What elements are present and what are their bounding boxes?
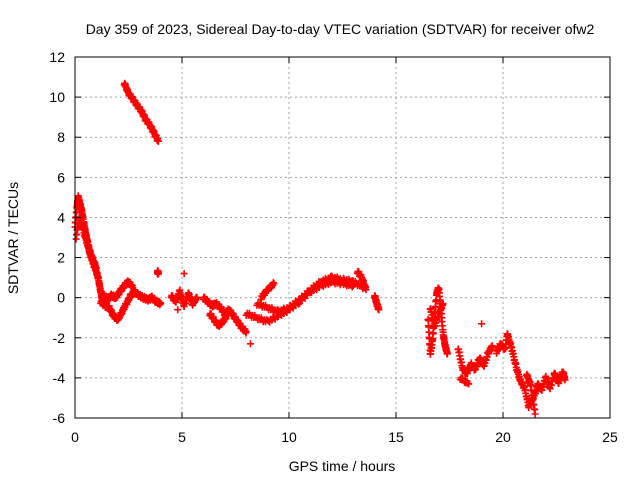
y-tick-label: -6: [53, 410, 66, 426]
y-tick-label: 4: [57, 209, 65, 225]
plot-frame: [74, 56, 611, 419]
x-tick-label: 10: [281, 429, 297, 445]
grid-lines: [75, 57, 610, 418]
y-tick-label: 2: [57, 250, 65, 266]
data-point: [443, 350, 451, 358]
x-tick-label: 0: [71, 429, 79, 445]
y-tick-label: 10: [49, 89, 65, 105]
data-point: [223, 312, 231, 320]
data-point: [488, 342, 496, 350]
data-point: [478, 320, 486, 328]
y-tick-label: -4: [53, 370, 66, 386]
data-point: [348, 283, 356, 291]
data-point: [465, 380, 473, 388]
y-tick-label: -2: [53, 330, 66, 346]
y-tick-label: 6: [57, 169, 65, 185]
data-point: [92, 264, 100, 272]
y-tick-label: 8: [57, 129, 65, 145]
axis-ticks: 0 5 10 15 20 25 -6 -4 -2 0 2 4 6 8 10 12: [49, 49, 618, 445]
data-point: [157, 300, 165, 308]
data-point: [375, 306, 383, 314]
data-point: [246, 340, 254, 348]
x-tick-label: 15: [388, 429, 404, 445]
data-point: [174, 306, 182, 314]
y-tick-label: 0: [57, 290, 65, 306]
data-point: [242, 328, 250, 336]
y-axis-label: SDTVAR / TECUs: [5, 182, 21, 294]
data-point: [531, 410, 539, 418]
data-point: [154, 137, 162, 145]
data-point: [362, 286, 370, 294]
x-tick-label: 25: [602, 429, 618, 445]
data-point: [294, 299, 302, 307]
x-axis-label: GPS time / hours: [289, 458, 396, 474]
data-points: [71, 79, 569, 418]
data-point: [154, 270, 162, 278]
data-point: [439, 300, 447, 308]
x-tick-label: 5: [178, 429, 186, 445]
data-point: [180, 270, 188, 278]
chart-title: Day 359 of 2023, Sidereal Day-to-day VTE…: [86, 21, 595, 37]
data-point: [270, 280, 278, 288]
data-point: [129, 284, 137, 292]
x-tick-label: 20: [495, 429, 511, 445]
data-point: [193, 294, 201, 302]
data-point: [305, 288, 313, 296]
data-point: [561, 376, 569, 384]
y-tick-label: 12: [49, 49, 65, 65]
